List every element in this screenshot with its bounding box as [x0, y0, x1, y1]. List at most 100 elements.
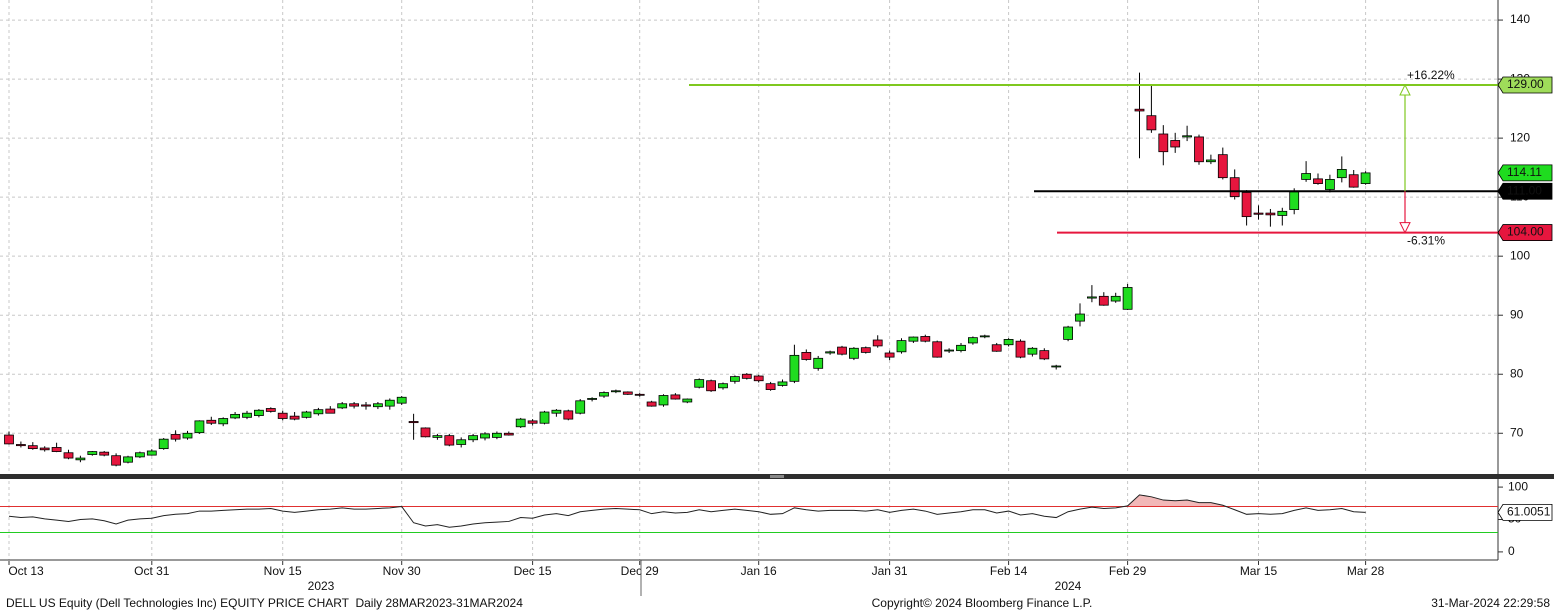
- candle-body: [1336, 169, 1347, 179]
- candle-body: [146, 450, 157, 456]
- candle-body: [694, 379, 705, 388]
- candle-body: [265, 408, 276, 412]
- candle-body: [551, 409, 562, 414]
- candle-body: [1313, 178, 1323, 184]
- candle-body: [646, 401, 657, 407]
- level-tag-bg: [1497, 182, 1553, 200]
- candle-body: [753, 375, 764, 382]
- candle-body: [63, 452, 74, 459]
- candle-body: [277, 412, 288, 419]
- level-tag: 129.00: [1507, 77, 1544, 91]
- x-tick-label: Feb 14: [990, 564, 1028, 578]
- candle-body: [1194, 136, 1204, 163]
- candle-body: [170, 434, 181, 440]
- candle-body: [1241, 192, 1252, 218]
- candle-body: [1348, 174, 1359, 188]
- candle-body: [563, 410, 574, 420]
- candle-body: [1027, 347, 1038, 355]
- candle-body: [325, 408, 336, 414]
- rsi-tag-bg: [1497, 503, 1553, 521]
- candle-body: [1063, 326, 1073, 340]
- candle-body: [789, 354, 800, 382]
- x-tick-label: Mar 15: [1240, 564, 1278, 578]
- candle-body: [1265, 212, 1276, 216]
- candle-body: [1087, 296, 1097, 299]
- candle-body: [1134, 108, 1145, 112]
- candle-body: [87, 451, 98, 455]
- candle-body: [1217, 154, 1228, 179]
- candle-body: [123, 456, 133, 463]
- candle-body: [1289, 191, 1300, 210]
- rsi-line: [8, 494, 1366, 528]
- candle-body: [503, 432, 514, 436]
- x-tick-label: Jan 16: [741, 564, 777, 578]
- candle-body: [634, 393, 645, 396]
- candle-body: [301, 411, 312, 418]
- candle-body: [1158, 133, 1169, 153]
- candle-body: [1277, 210, 1288, 216]
- y-tick-label: 100: [1508, 479, 1528, 493]
- candle-body: [872, 339, 883, 347]
- candle-body: [741, 373, 752, 379]
- candle-body: [39, 447, 50, 451]
- arrow-head: [1399, 222, 1411, 234]
- candle-body: [75, 457, 86, 461]
- candle-body: [349, 403, 360, 407]
- candle-body: [420, 427, 431, 438]
- candle-body: [1015, 340, 1026, 358]
- year-label: 2024: [1055, 579, 1082, 593]
- candle-body: [408, 421, 419, 424]
- candle-body: [432, 435, 443, 438]
- arrow-head: [1399, 83, 1411, 96]
- candle-body: [194, 420, 205, 434]
- candle-body: [27, 445, 38, 450]
- candle-body: [1360, 172, 1371, 184]
- candle-body: [1301, 173, 1311, 180]
- candle-body: [575, 400, 586, 414]
- candle-body: [1325, 179, 1335, 190]
- candle-body: [956, 344, 966, 352]
- candle-body: [730, 376, 740, 382]
- candle-body: [515, 418, 526, 428]
- x-tick-label: Oct 31: [134, 564, 170, 578]
- candle-body: [253, 409, 264, 416]
- candle-body: [920, 336, 931, 342]
- year-label: 2023: [308, 579, 335, 593]
- x-tick-label: Nov 15: [264, 564, 302, 578]
- change-label: -6.31%: [1407, 234, 1445, 248]
- x-tick-label: Jan 31: [872, 564, 908, 578]
- timestamp: 31-Mar-2024 22:29:58: [1431, 596, 1550, 610]
- candle-body: [611, 390, 621, 393]
- candle-body: [837, 346, 847, 355]
- y-tick-label: 90: [1510, 307, 1524, 321]
- chart-source: DELL US Equity (Dell Technologies Inc) E…: [6, 596, 523, 610]
- candle-body: [1182, 135, 1192, 138]
- candle-body: [218, 418, 229, 425]
- candle-body: [1122, 287, 1133, 310]
- candle-body: [777, 381, 788, 386]
- candle-body: [706, 380, 716, 392]
- candle-body: [825, 351, 835, 354]
- candle-body: [599, 392, 609, 397]
- y-tick-label: 100: [1510, 248, 1530, 262]
- x-tick-label: Dec 29: [621, 564, 659, 578]
- candle-body: [1170, 140, 1181, 148]
- candle-body: [670, 394, 681, 400]
- y-tick-label: 120: [1510, 130, 1530, 144]
- last-price-tag: 114.11: [1507, 165, 1542, 179]
- candle-body: [1229, 177, 1240, 197]
- level-tag-bg: [1497, 76, 1553, 94]
- candle-body: [801, 352, 812, 360]
- candle-body: [4, 434, 14, 445]
- candle-body: [944, 349, 954, 352]
- candle-body: [1253, 212, 1264, 215]
- candle-body: [372, 403, 383, 408]
- candle-body: [622, 391, 633, 395]
- x-tick-label: Dec 15: [514, 564, 552, 578]
- candle-body: [1003, 339, 1014, 346]
- candle-body: [396, 396, 407, 404]
- last-price-tag-bg: [1497, 164, 1553, 182]
- change-label: +16.22%: [1407, 68, 1455, 82]
